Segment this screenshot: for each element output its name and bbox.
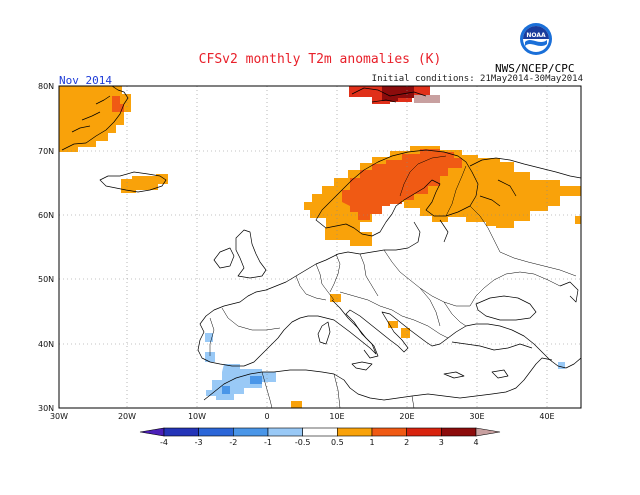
colorbar-cell: [267, 427, 303, 437]
map-frame: [58, 85, 582, 409]
anomaly-scandinavia-red: [342, 149, 462, 220]
colorbar-cell: [406, 427, 442, 437]
colorbar-label: 2: [404, 438, 409, 447]
anomaly-balkan-orange: [401, 328, 410, 338]
lat-label-50n: 50N: [38, 275, 54, 284]
anomaly-east-orange-2: [575, 216, 581, 224]
borders: [209, 155, 577, 408]
lat-label-70n: 70N: [38, 147, 54, 156]
colorbar-label: -0.5: [295, 438, 311, 447]
colorbar-cell: [233, 427, 269, 437]
anomaly-greenland-red: [112, 96, 124, 112]
colorbar-label: 4: [473, 438, 478, 447]
lon-label-30w: 30W: [50, 412, 68, 421]
lat-label-40n: 40N: [38, 340, 54, 349]
colorbar-label: -4: [160, 438, 168, 447]
colorbar-cell: [475, 427, 501, 437]
initial-conditions: Initial conditions: 21May2014-30May2014: [371, 74, 583, 84]
lon-label-20w: 20W: [118, 412, 136, 421]
lat-label-60n: 60N: [38, 211, 54, 220]
lon-label-40e: 40E: [539, 412, 554, 421]
anomaly-greenland-orange: [59, 86, 131, 152]
anomaly-baltic-orange: [325, 228, 345, 240]
agency-label: NWS/NCEP/CPC: [495, 62, 575, 75]
colorbar-labels: -4 -3 -2 -1 -0.5 0.5 1 2 3 4: [160, 438, 479, 447]
colorbar-cells: [139, 427, 501, 437]
lon-label-30e: 30E: [469, 412, 484, 421]
anomaly-east-orange: [512, 210, 524, 216]
lon-label-20e: 20E: [399, 412, 414, 421]
coastlines: [61, 86, 581, 401]
colorbar-cell: [163, 427, 199, 437]
lon-label-10w: 10W: [188, 412, 206, 421]
lat-lon-grid: [59, 86, 581, 408]
anomaly-svalbard-brown: [414, 95, 440, 103]
colorbar-cell: [302, 427, 338, 437]
forecast-month: Nov 2014: [59, 74, 112, 87]
lon-axis-labels: 30W 20W 10W 0 10E 20E 30E 40E: [50, 412, 555, 421]
map-title: CFSv2 monthly T2m anomalies (K): [198, 52, 442, 67]
colorbar-label: -3: [195, 438, 203, 447]
lat-label-30n: 30N: [38, 404, 54, 413]
colorbar-cell: [371, 427, 407, 437]
anomaly-iberia-lightblue-2: [205, 352, 215, 362]
anomaly-africa-orange: [291, 401, 302, 408]
colorbar-label: 3: [439, 438, 444, 447]
noaa-logo: NOAA: [520, 23, 552, 55]
anomaly-baltic-orange-2: [350, 232, 372, 246]
colorbar-cell: [139, 427, 165, 437]
colorbar-label: -1: [264, 438, 272, 447]
anomaly-morocco-lightblue: [206, 364, 276, 400]
colorbar-cell: [441, 427, 477, 437]
colorbar-label: -2: [229, 438, 237, 447]
lon-label-10e: 10E: [329, 412, 344, 421]
lat-label-80n: 80N: [38, 82, 54, 91]
anomaly-levant-lightblue: [558, 362, 565, 369]
colorbar-label: 1: [369, 438, 374, 447]
anomaly-morocco-midblue: [222, 386, 230, 394]
lat-axis-labels: 80N 70N 60N 50N 40N 30N: [38, 82, 54, 413]
colorbar-cell: [198, 427, 234, 437]
anomaly-svalbard-darkred: [382, 86, 414, 101]
colorbar: -4 -3 -2 -1 -0.5 0.5 1 2 3 4: [139, 427, 501, 447]
colorbar-cell: [337, 427, 373, 437]
anomaly-shading: [59, 86, 581, 408]
anomaly-morocco-midblue-2: [250, 376, 262, 384]
lon-label-0: 0: [264, 412, 269, 421]
colorbar-label: 0.5: [331, 438, 344, 447]
anomaly-alps-orange: [330, 294, 341, 302]
noaa-logo-text: NOAA: [526, 32, 546, 39]
